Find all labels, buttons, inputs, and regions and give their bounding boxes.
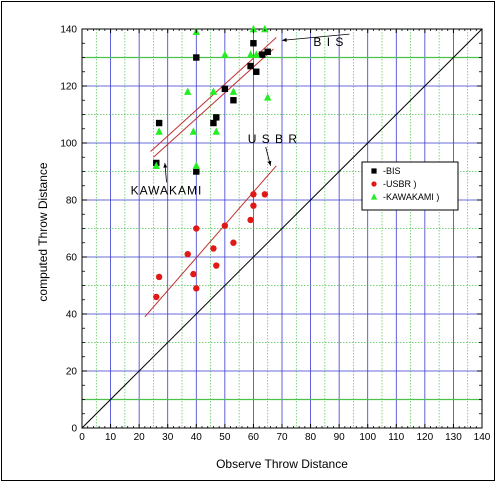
x-tick-label: 40 [191,432,203,443]
x-tick-label: 30 [162,432,174,443]
usbr-point [250,202,257,209]
legend-marker [371,168,377,174]
kawakami-point [221,50,229,58]
identity-line-group [81,28,483,429]
bis-point [210,119,217,127]
annotation-label: KAWAKAMI [131,183,203,197]
usbr-point [155,273,163,281]
kawakami-point [209,87,218,95]
kawakami-point [249,24,258,33]
annotation-arrowhead [267,160,272,166]
bis-point [264,48,271,55]
annotation-arrowhead [282,38,287,42]
annotations: B I S U S B R KAWAKAMI [131,33,350,197]
kawakami-point [264,93,272,101]
bis-point [253,68,260,75]
kawakami-point [184,87,192,95]
bis-point [258,51,266,58]
identity-line [81,28,483,429]
y-tick-label: 140 [60,25,77,36]
y-tick-label: 20 [66,367,78,378]
legend-marker [370,193,378,200]
usbr-point [261,191,269,198]
kawakami-point [229,87,238,95]
legend-marker [371,181,377,187]
usbr-point [213,262,220,269]
annotation-label: U S B R [248,132,298,146]
usbr-point [230,239,237,246]
kawakami-point [155,127,163,135]
x-tick-label: 20 [134,432,146,443]
axis-ticks: 0 10 20 30 40 50 60 70 80 90 100 110 120 130 140 0 20 40 6… [60,25,490,444]
y-tick-label: 60 [66,253,78,264]
bis-point [213,114,220,121]
legend: -BIS -USBR ) -KAWAKAMI ) [361,161,459,211]
usbr-point [184,250,191,258]
bis-point [250,40,257,47]
x-tick-label: 0 [79,432,85,443]
annotation-arrowhead [163,162,168,168]
usbr-point [190,270,197,278]
kawakami-point [189,127,198,135]
grid [82,29,482,428]
kawakami-point [152,161,160,169]
y-tick-label: 40 [66,310,78,321]
x-tick-label: 60 [248,432,260,443]
legend-label: -BIS [383,166,401,176]
x-axis-title: Observe Throw Distance [216,457,348,471]
bis-point [193,54,200,61]
bis-point [193,168,200,175]
usbr-point [193,285,200,292]
y-tick-label: 80 [66,196,78,207]
bis-point [247,62,254,70]
legend-box [361,161,459,211]
x-tick-label: 90 [334,432,346,443]
annotation-label: B I S [313,35,344,49]
y-axis-title: computed Throw Distance [36,162,50,302]
x-tick-label: 140 [474,432,491,443]
annotation-arrow [281,33,350,41]
kawakami-point [246,50,255,58]
bis-point [155,119,163,127]
usbr-point [153,293,160,301]
x-tick-label: 110 [388,432,404,443]
y-tick-label: 0 [71,424,77,435]
x-tick-label: 130 [445,432,462,443]
kawakami-point [261,24,269,33]
legend-label: -KAWAKAMI ) [383,192,439,202]
usbr-point [221,222,229,229]
kawakami-point [192,161,200,169]
usbr-point [250,191,257,198]
bis-point [230,97,237,104]
kawakami-point [252,50,260,58]
legend-label: -USBR ) [383,179,417,189]
y-tick-label: 100 [60,139,77,150]
y-tick-label: 120 [60,82,77,93]
x-tick-label: 70 [276,432,288,443]
x-tick-label: 100 [359,432,376,443]
x-tick-label: 80 [305,432,317,443]
usbr-point [210,245,217,252]
bis-point [221,85,229,93]
x-tick-label: 50 [219,432,231,443]
usbr-point [247,216,254,224]
data-points [152,24,272,301]
kawakami-point [212,127,220,135]
usbr-point [193,225,200,232]
fit-line [144,165,277,318]
x-tick-label: 120 [417,432,434,443]
x-tick-label: 10 [105,432,117,443]
